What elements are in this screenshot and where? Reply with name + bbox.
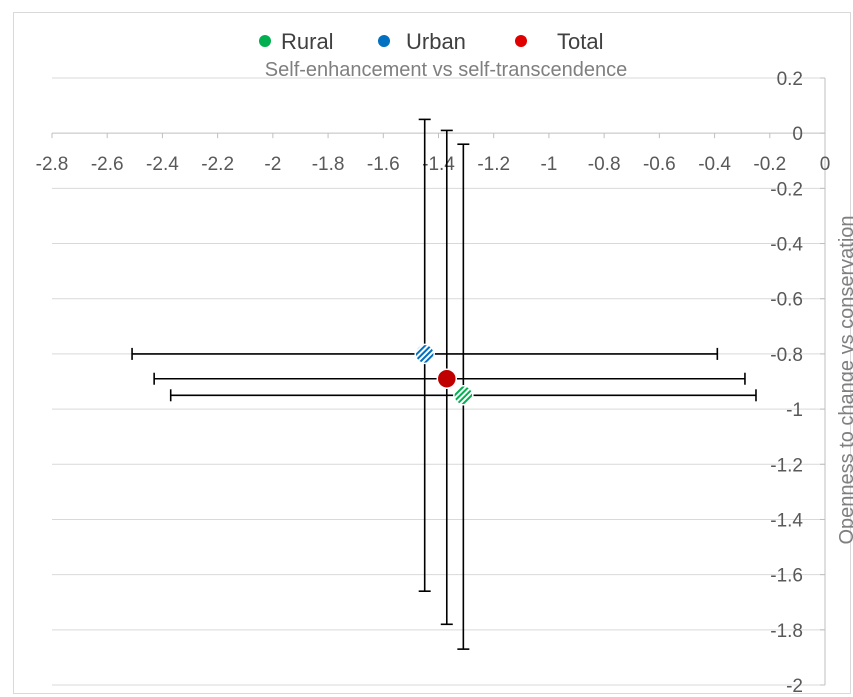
x-tick-label: -0.8 (588, 154, 621, 175)
y-tick-label: -2 (786, 676, 803, 697)
y-axis-title: Openness to change vs conservation (836, 215, 853, 544)
legend-label-urban: Urban (406, 29, 466, 54)
legend: Rural Urban Total (259, 29, 603, 54)
x-tick-label: -2.2 (201, 154, 234, 175)
x-tick-label: -1.6 (367, 154, 400, 175)
y-tick-label: -0.2 (770, 179, 803, 200)
y-tick-label: 0.2 (777, 69, 803, 90)
x-tick-label: -0.2 (753, 154, 786, 175)
x-tick-label: -2 (264, 154, 281, 175)
x-tick-label: -1.2 (477, 154, 510, 175)
x-tick-label: -0.4 (698, 154, 731, 175)
data-point-rural (453, 385, 474, 406)
data-points (414, 343, 474, 406)
x-tick-label: -0.6 (643, 154, 676, 175)
x-tick-label: -1 (540, 154, 557, 175)
chart-frame (13, 12, 851, 694)
x-axis-title: Self-enhancement vs self-transcendence (265, 59, 627, 81)
x-tick-label: -1.4 (422, 154, 455, 175)
data-point-urban (414, 343, 435, 365)
y-tick-label: -1.6 (770, 566, 803, 587)
x-tick-label: -2.4 (146, 154, 179, 175)
y-tick-label: -1 (786, 400, 803, 421)
data-point-total (436, 368, 458, 389)
y-tick-label: -1.4 (770, 510, 803, 531)
y-tick-label: -0.8 (770, 345, 803, 366)
x-tick-label: -2.8 (36, 154, 69, 175)
y-tick-label: -0.6 (770, 290, 803, 311)
axes (51, 77, 826, 686)
legend-marker-total (515, 35, 527, 47)
x-tick-label: -2.6 (91, 154, 124, 175)
legend-label-total: Total (557, 29, 603, 54)
x-tick-label: 0 (820, 154, 831, 175)
x-tick-label: -1.8 (312, 154, 345, 175)
legend-label-rural: Rural (281, 29, 334, 54)
y-tick-label: 0 (792, 124, 803, 145)
y-tick-label: -1.2 (770, 455, 803, 476)
legend-marker-rural (259, 35, 271, 47)
y-tick-label: -1.8 (770, 621, 803, 642)
tick-labels: -2.8 -2.6 -2.4 -2.2 -2 -1.8 -1.6 -1.4 -1.2 -1 -0.8… (36, 69, 831, 697)
y-tick-label: -0.4 (770, 235, 803, 256)
legend-marker-urban (378, 35, 390, 47)
